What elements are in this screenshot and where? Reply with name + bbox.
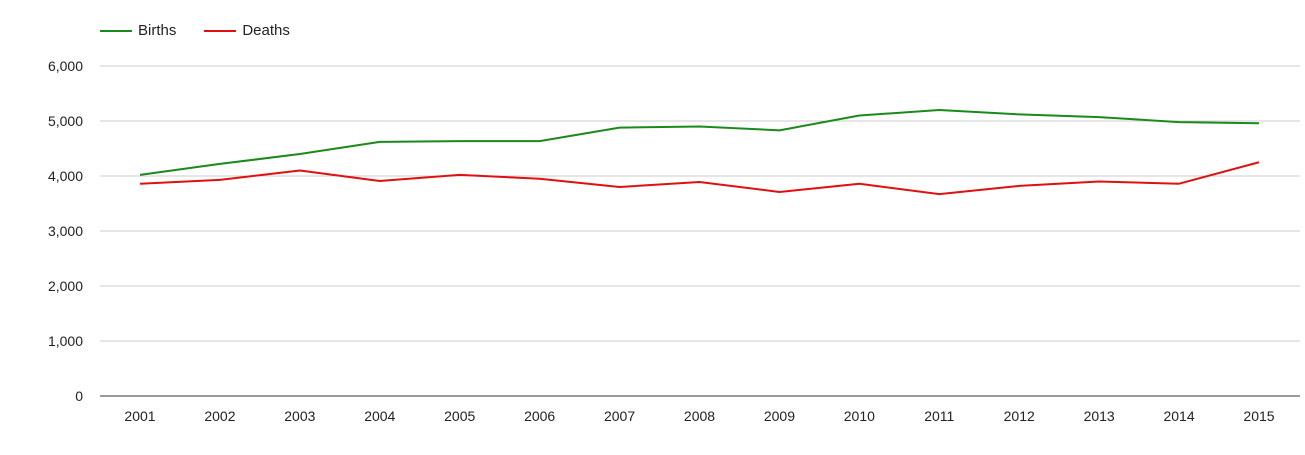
data-point-births[interactable]: [775, 126, 783, 134]
x-tick-label: 2003: [284, 408, 315, 424]
legend-item-births[interactable]: Births: [100, 22, 176, 39]
x-tick-label: 2012: [1004, 408, 1035, 424]
data-point-deaths[interactable]: [456, 171, 464, 179]
data-point-deaths[interactable]: [376, 177, 384, 185]
y-tick-label: 6,000: [48, 58, 83, 74]
x-tick-label: 2007: [604, 408, 635, 424]
x-tick-label: 2004: [364, 408, 395, 424]
data-point-deaths[interactable]: [136, 180, 144, 188]
data-point-deaths[interactable]: [1175, 180, 1183, 188]
gridlines: [100, 65, 1300, 397]
data-point-births[interactable]: [296, 150, 304, 158]
series-line-deaths[interactable]: [139, 161, 1260, 196]
x-tick-label: 2008: [684, 408, 715, 424]
x-tick-label: 2006: [524, 408, 555, 424]
data-point-deaths[interactable]: [216, 176, 224, 184]
legend-label-births: Births: [138, 22, 177, 39]
data-point-births[interactable]: [1175, 118, 1183, 126]
data-point-deaths[interactable]: [1015, 182, 1023, 190]
data-point-deaths[interactable]: [1095, 178, 1103, 186]
x-tick-label: 2014: [1163, 408, 1194, 424]
x-tick-label: 2011: [924, 408, 954, 424]
y-tick-label: 4,000: [48, 168, 83, 184]
data-point-deaths[interactable]: [1255, 158, 1263, 166]
data-point-deaths[interactable]: [775, 188, 783, 196]
data-point-births[interactable]: [136, 171, 144, 179]
legend: Births Deaths: [100, 22, 318, 39]
x-tick-label: 2002: [204, 408, 235, 424]
data-point-deaths[interactable]: [935, 190, 943, 198]
x-tick-label: 2010: [844, 408, 875, 424]
data-point-births[interactable]: [536, 137, 544, 145]
series-lines: [136, 106, 1263, 198]
data-point-births[interactable]: [696, 123, 704, 131]
series-line-births[interactable]: [139, 109, 1260, 176]
x-axis: 2001 2002 2003 2004 2005 2006 2007 2008 2009 2010…: [124, 408, 1274, 424]
data-point-deaths[interactable]: [855, 180, 863, 188]
legend-item-deaths[interactable]: Deaths: [204, 22, 290, 39]
x-tick-label: 2005: [444, 408, 475, 424]
x-tick-label: 2001: [124, 408, 155, 424]
data-point-births[interactable]: [616, 124, 624, 132]
y-tick-label: 2,000: [48, 278, 83, 294]
legend-swatch-deaths: [204, 29, 237, 32]
x-tick-label: 2009: [764, 408, 795, 424]
data-point-deaths[interactable]: [616, 183, 624, 191]
data-point-deaths[interactable]: [536, 175, 544, 183]
data-point-births[interactable]: [1015, 110, 1023, 118]
data-point-births[interactable]: [1095, 113, 1103, 121]
legend-swatch-births: [100, 29, 132, 32]
data-point-births[interactable]: [376, 138, 384, 146]
y-tick-label: 0: [75, 388, 83, 404]
legend-label-deaths: Deaths: [242, 22, 290, 39]
y-axis: 0 1,000 2,000 3,000 4,000 5,000 6,000: [48, 58, 83, 404]
data-point-births[interactable]: [855, 112, 863, 120]
y-tick-label: 1,000: [48, 333, 83, 349]
data-point-births[interactable]: [1255, 119, 1263, 127]
data-point-births[interactable]: [456, 137, 464, 145]
x-tick-label: 2013: [1084, 408, 1115, 424]
y-tick-label: 5,000: [48, 113, 83, 129]
data-point-deaths[interactable]: [296, 167, 304, 175]
data-point-births[interactable]: [216, 160, 224, 168]
x-tick-label: 2015: [1243, 408, 1274, 424]
data-point-deaths[interactable]: [696, 178, 704, 186]
y-tick-label: 3,000: [48, 223, 83, 239]
data-point-births[interactable]: [935, 106, 943, 114]
